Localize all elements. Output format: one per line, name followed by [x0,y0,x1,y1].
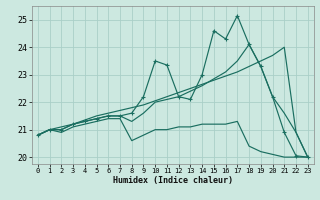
X-axis label: Humidex (Indice chaleur): Humidex (Indice chaleur) [113,176,233,185]
